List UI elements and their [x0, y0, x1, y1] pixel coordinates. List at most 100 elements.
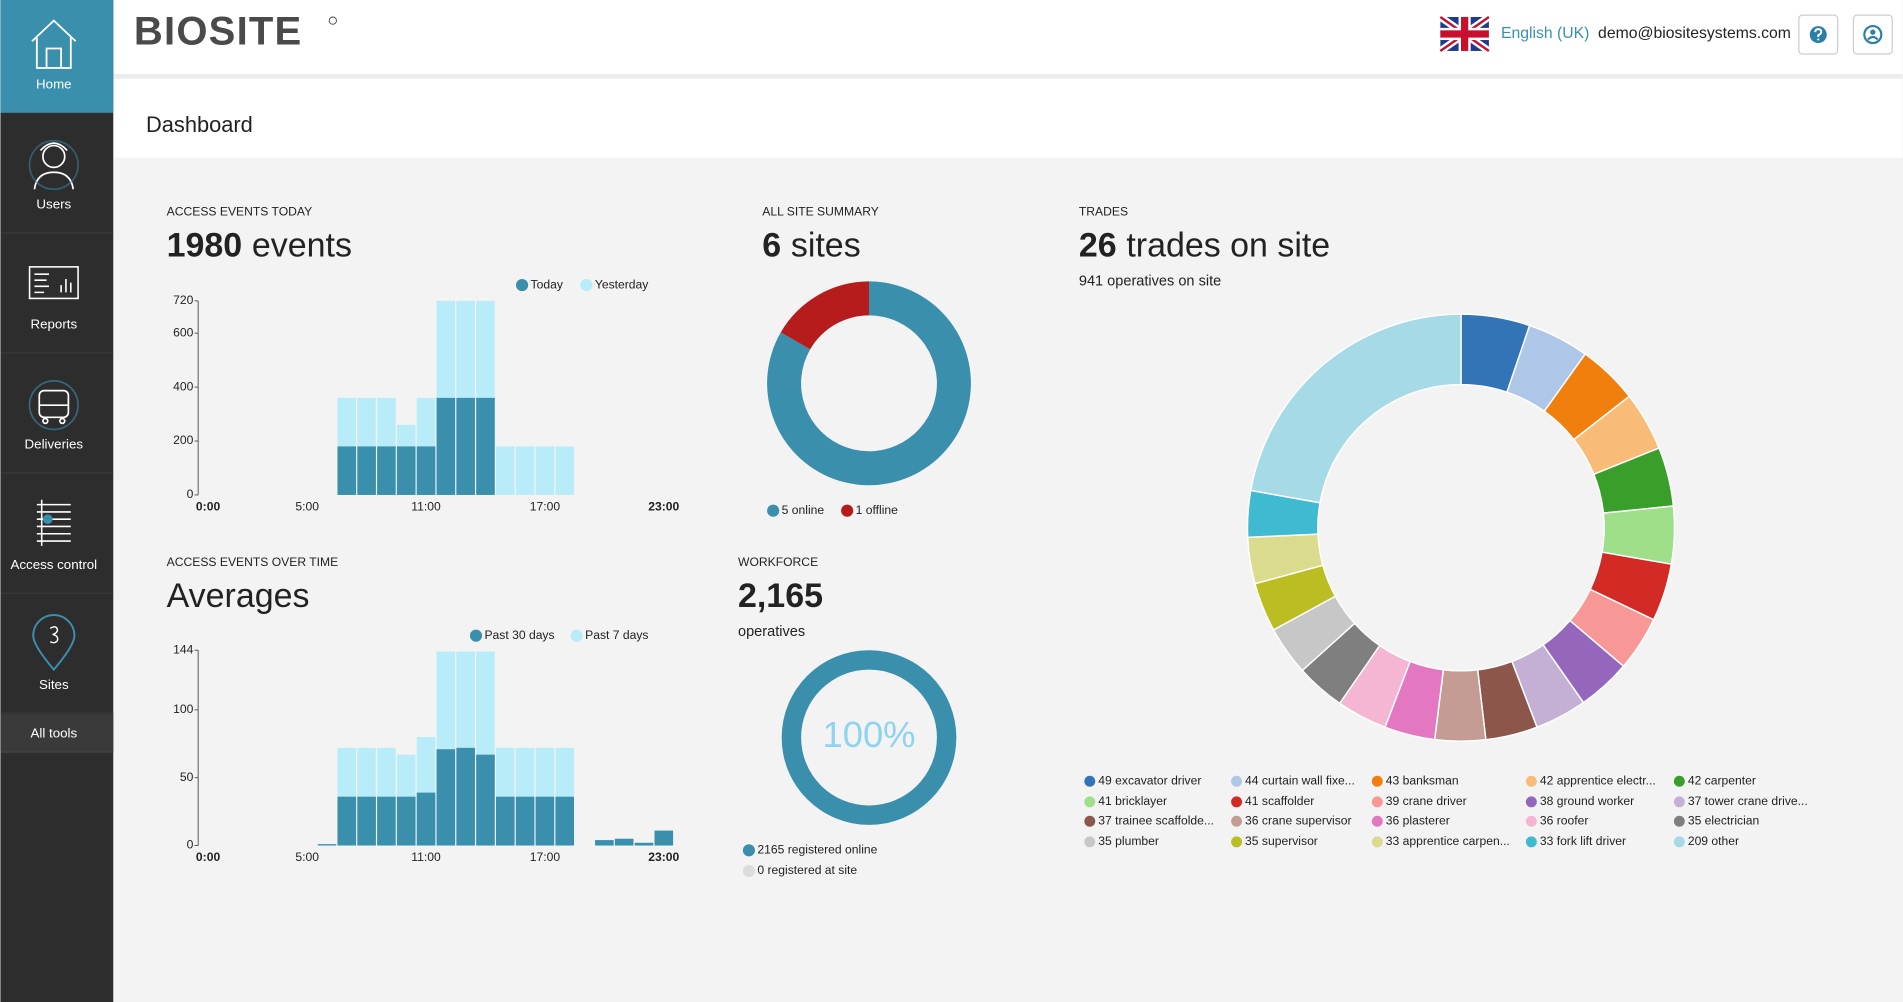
legend-swatch [1231, 836, 1243, 848]
bar [614, 838, 634, 846]
legend-label: Past 30 days [484, 628, 554, 642]
bar [535, 446, 555, 495]
users-icon [28, 139, 79, 191]
bar [436, 397, 456, 495]
bar [654, 830, 674, 846]
legend-swatch [516, 279, 529, 292]
legend-label: 42 apprentice electr... [1540, 773, 1656, 787]
legend-label: 35 supervisor [1245, 834, 1318, 848]
x-tick-label: 5:00 [295, 850, 319, 864]
nav-deliveries[interactable]: Deliveries [25, 437, 84, 452]
nav-reports[interactable]: Reports [30, 317, 77, 332]
y-tick-label: 720 [173, 293, 193, 307]
legend-swatch [570, 629, 583, 642]
legend-swatch [1231, 796, 1243, 808]
sites-icon [32, 614, 76, 672]
email[interactable]: demo@biositesystems.com [1598, 25, 1791, 42]
nav-users[interactable]: Users [36, 197, 71, 212]
bar [515, 796, 535, 846]
bar [634, 842, 654, 846]
deliveries-icon [28, 380, 79, 431]
bar [357, 796, 376, 846]
legend-swatch [1673, 836, 1685, 848]
widget-title: ACCESS EVENTS OVER TIME [167, 555, 339, 569]
legend-label: 37 tower crane drive... [1688, 794, 1808, 808]
legend-swatch [1084, 775, 1096, 787]
headline-value: 6 [762, 226, 781, 264]
legend-swatch [1371, 775, 1383, 787]
bar [495, 446, 515, 495]
nav-all-tools[interactable]: All tools [30, 725, 77, 740]
x-tick-label: 11:00 [411, 499, 441, 513]
legend-label: 2165 registered online [757, 843, 877, 857]
legend-swatch [1231, 815, 1243, 827]
legend-label: 44 curtain wall fixe... [1245, 773, 1355, 787]
header [113, 0, 1903, 76]
logo[interactable]: BIOSITE [134, 10, 303, 54]
legend-label: Past 7 days [585, 628, 648, 642]
bar [555, 796, 575, 846]
sidebar: Home Users Reports Deliveries Access con… [0, 0, 114, 1002]
legend-swatch [1371, 796, 1383, 808]
title-bar [113, 78, 1903, 158]
x-tick-label: 0:00 [196, 850, 221, 864]
bar [476, 397, 495, 495]
y-tick-label: 144 [173, 642, 193, 656]
headline-value: 2,165 [738, 577, 823, 615]
legend-swatch [1084, 815, 1096, 827]
bar [396, 796, 416, 846]
legend-swatch [1525, 815, 1537, 827]
bar [416, 446, 436, 495]
legend-swatch [1525, 836, 1537, 848]
legend-swatch [469, 629, 483, 642]
legend-label: 41 scaffolder [1245, 794, 1314, 808]
legend-label: 39 crane driver [1386, 794, 1467, 808]
widget-title: TRADES [1079, 204, 1128, 218]
legend-label: 37 trainee scaffolde... [1098, 813, 1214, 827]
widget-headline: 26 trades on site [1079, 226, 1330, 264]
nav-access-control[interactable]: Access control [10, 557, 97, 572]
nav-sites[interactable]: Sites [39, 677, 69, 692]
reports-icon [28, 266, 79, 300]
legend-label: 41 bricklayer [1098, 794, 1167, 808]
legend-swatch [580, 279, 593, 292]
widget-headline: 1980 events [167, 226, 352, 264]
sidebar-bg [0, 0, 114, 1002]
x-tick-label: 0:00 [196, 499, 221, 513]
bar [535, 796, 555, 846]
y-tick-label: 100 [173, 702, 193, 716]
help-button[interactable] [1798, 14, 1839, 55]
widget-headline: 6 sites [762, 226, 860, 264]
legend-label: 38 ground worker [1540, 794, 1634, 808]
nav-home[interactable]: Home [36, 76, 72, 91]
nav-active [0, 0, 114, 113]
logo-registered [328, 16, 337, 25]
legend-label: 33 fork lift driver [1540, 834, 1626, 848]
legend-label: 33 apprentice carpen... [1386, 834, 1510, 848]
bar [337, 446, 357, 495]
y-tick-label: 400 [173, 379, 193, 393]
x-tick-label: 11:00 [411, 850, 441, 864]
bar [515, 446, 535, 495]
bar [495, 796, 515, 846]
all-tools-bg [0, 714, 114, 753]
bar [396, 446, 416, 495]
headline-value: Averages [167, 577, 310, 615]
y-tick-label: 600 [173, 325, 193, 339]
legend-swatch [1084, 796, 1096, 808]
widget-subtitle: 941 operatives on site [1079, 273, 1221, 289]
legend-label: 36 roofer [1540, 813, 1589, 827]
legend-label: 35 electrician [1688, 813, 1759, 827]
account-button[interactable] [1852, 14, 1893, 55]
legend-swatch [1084, 836, 1096, 848]
legend-label: 42 carpenter [1688, 773, 1756, 787]
language[interactable]: English (UK) [1501, 25, 1589, 42]
bar [317, 844, 337, 846]
flag[interactable] [1438, 14, 1491, 54]
headline-value: 1980 [167, 226, 243, 264]
widget-headline: 2,165 [738, 577, 823, 615]
legend-label: Yesterday [595, 277, 649, 291]
bar [595, 840, 614, 846]
